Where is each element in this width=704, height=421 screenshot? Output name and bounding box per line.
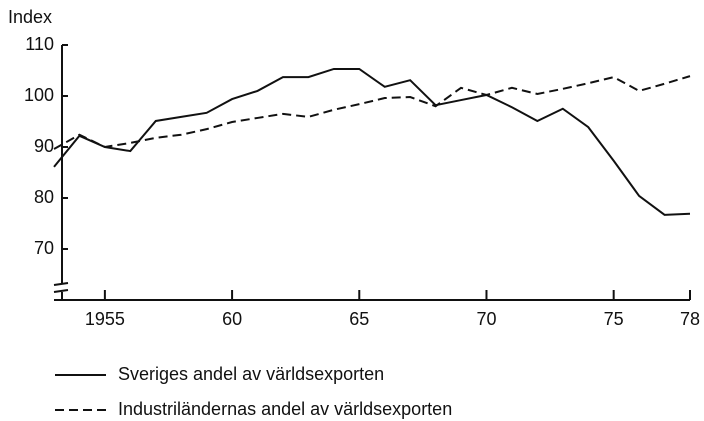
y-tick-label: 70 — [34, 238, 54, 258]
y-axis-label: Index — [8, 7, 52, 27]
series-line — [53, 75, 691, 150]
y-tick-label: 100 — [24, 85, 54, 105]
x-tick-label: 78 — [680, 309, 700, 329]
x-tick-label: 60 — [222, 309, 242, 329]
y-tick-label: 80 — [34, 187, 54, 207]
axis-break — [53, 282, 69, 286]
legend-label: Industriländernas andel av världsexporte… — [118, 399, 452, 419]
x-tick-label: 65 — [349, 309, 369, 329]
x-tick-label: 1955 — [85, 309, 125, 329]
series-line — [53, 67, 691, 216]
x-tick-label: 75 — [604, 309, 624, 329]
x-tick-label: 70 — [476, 309, 496, 329]
legend-label: Sveriges andel av världsexporten — [118, 364, 384, 384]
y-tick-label: 90 — [34, 136, 54, 156]
axis-break — [53, 289, 69, 293]
y-tick-label: 110 — [25, 34, 54, 54]
